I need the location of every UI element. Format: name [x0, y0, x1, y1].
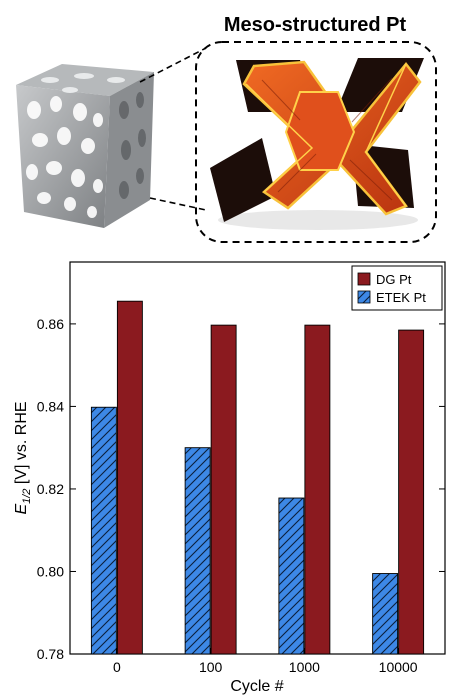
y-axis-label-subscript: 1/2 [21, 489, 33, 504]
y-axis-label-symbol: E [13, 504, 30, 515]
y-ticks-group: 0.78 0.80 0.82 0.84 0.86 [37, 316, 445, 662]
zoom-box [195, 41, 437, 243]
y-tick-label-0.78: 0.78 [37, 646, 64, 662]
bar-etek-pt-1000 [278, 497, 305, 655]
legend-label-dg-pt: DG Pt [376, 272, 412, 287]
x-tick-label-0: 0 [113, 659, 121, 675]
legend-swatch-etek-pt [357, 290, 371, 304]
x-tick-label-1000: 1000 [289, 659, 320, 675]
bar-dg-pt-0 [116, 300, 143, 655]
bar-dg-pt-100 [210, 324, 237, 655]
x-axis-label: Cycle # [230, 678, 283, 695]
y-axis-label-rest: [V] vs. RHE [13, 401, 30, 488]
gyroid-cube-illustration [16, 64, 154, 228]
y-tick-label-0.80: 0.80 [37, 563, 64, 579]
bar-etek-pt-10000 [372, 573, 399, 655]
legend-swatch-dg-pt [357, 272, 371, 286]
illustration-title: Meso-structured Pt [224, 14, 407, 36]
bar-chart: 0.78 0.80 0.82 0.84 0.86 0 100 1000 10000 DG Pt… [13, 261, 446, 695]
x-ticks-group: 0 100 1000 10000 [113, 648, 418, 675]
legend: DG Pt ETEK Pt [351, 265, 443, 311]
bar-etek-pt-0 [90, 406, 117, 655]
y-tick-label-0.82: 0.82 [37, 481, 64, 497]
legend-label-etek-pt: ETEK Pt [376, 290, 426, 305]
bar-dg-pt-1000 [304, 324, 331, 655]
plot-frame [69, 261, 446, 655]
pt-nanostructure-illustration [210, 58, 424, 230]
bars-group [90, 300, 425, 655]
y-tick-label-0.84: 0.84 [37, 398, 64, 414]
x-tick-label-10000: 10000 [379, 659, 418, 675]
zoom-lines [139, 47, 207, 211]
y-axis-label: E1/2 [V] vs. RHE [13, 401, 33, 514]
x-tick-label-100: 100 [199, 659, 223, 675]
y-tick-label-0.86: 0.86 [37, 316, 64, 332]
bar-etek-pt-100 [184, 447, 211, 655]
bar-dg-pt-10000 [398, 329, 425, 655]
